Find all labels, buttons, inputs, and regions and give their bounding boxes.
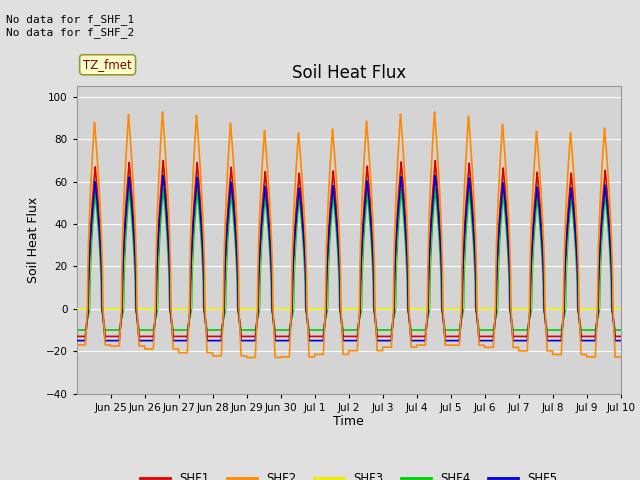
SHF5: [324, 242, 332, 248]
SHF3: [557, 306, 564, 312]
Y-axis label: Soil Heat Flux: Soil Heat Flux: [28, 197, 40, 283]
SHF3: [477, 306, 484, 312]
SHF2: [477, 342, 485, 348]
SHF4: [610, 319, 618, 324]
SHF2: [73, 342, 81, 348]
SHF5: [159, 172, 167, 178]
SHF2: [243, 355, 251, 360]
SHF1: [335, 241, 342, 247]
SHF5: [73, 338, 81, 344]
SHF2: [557, 352, 564, 358]
Line: SHF2: SHF2: [77, 112, 620, 358]
SHF3: [73, 306, 81, 312]
SHF3: [610, 306, 618, 312]
X-axis label: Time: Time: [333, 415, 364, 429]
Line: SHF5: SHF5: [77, 175, 620, 341]
SHF2: [616, 354, 624, 360]
SHF1: [616, 334, 624, 339]
SHF4: [557, 327, 564, 333]
SHF1: [477, 334, 484, 339]
Line: SHF4: SHF4: [77, 188, 620, 330]
SHF4: [616, 327, 624, 333]
SHF4: [158, 203, 166, 209]
SHF1: [324, 235, 332, 240]
SHF2: [335, 222, 343, 228]
Line: SHF3: SHF3: [77, 165, 620, 309]
SHF3: [335, 245, 342, 251]
SHF4: [73, 327, 81, 333]
SHF5: [335, 249, 342, 254]
SHF5: [158, 188, 166, 194]
Text: TZ_fmet: TZ_fmet: [83, 58, 132, 72]
SHF4: [159, 185, 167, 191]
SHF5: [477, 338, 484, 344]
SHF2: [158, 120, 166, 126]
SHF3: [159, 162, 167, 168]
SHF3: [158, 180, 166, 186]
SHF5: [610, 322, 618, 328]
SHF4: [324, 270, 332, 276]
Line: SHF1: SHF1: [77, 160, 620, 336]
SHF2: [159, 109, 166, 115]
SHF2: [324, 190, 332, 196]
SHF5: [616, 338, 624, 344]
Text: No data for f_SHF_1
No data for f_SHF_2: No data for f_SHF_1 No data for f_SHF_2: [6, 14, 134, 38]
SHF1: [610, 320, 618, 325]
SHF1: [159, 157, 167, 163]
SHF1: [557, 334, 564, 339]
SHF1: [158, 175, 166, 180]
SHF4: [477, 327, 484, 333]
Title: Soil Heat Flux: Soil Heat Flux: [292, 64, 406, 82]
SHF4: [335, 264, 342, 269]
SHF2: [610, 330, 618, 336]
SHF3: [324, 249, 332, 255]
SHF5: [557, 338, 564, 344]
SHF1: [73, 334, 81, 339]
SHF3: [616, 306, 624, 312]
Legend: SHF1, SHF2, SHF3, SHF4, SHF5: SHF1, SHF2, SHF3, SHF4, SHF5: [136, 467, 562, 480]
